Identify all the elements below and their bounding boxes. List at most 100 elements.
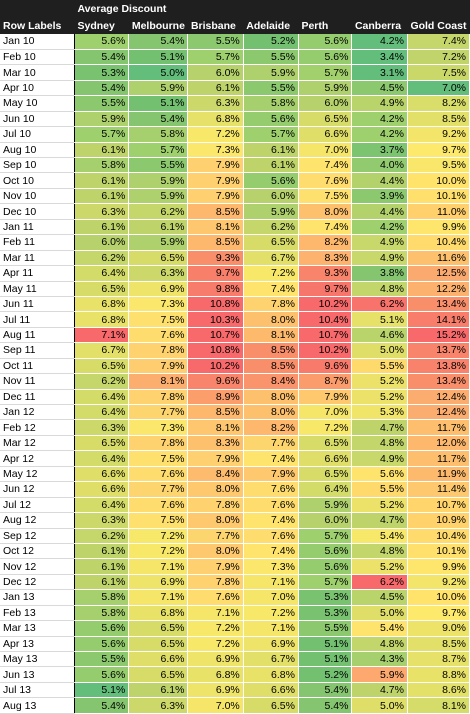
value-cell[interactable]: 6.5% <box>298 435 353 452</box>
value-cell[interactable]: 7.9% <box>187 172 244 189</box>
value-cell[interactable]: 8.5% <box>243 342 299 359</box>
value-cell[interactable]: 9.6% <box>298 358 353 375</box>
row-label[interactable]: Jun 10 <box>0 111 75 128</box>
value-cell[interactable]: 6.4% <box>74 497 130 514</box>
value-cell[interactable]: 5.6% <box>298 49 353 66</box>
value-cell[interactable]: 6.4% <box>74 404 130 421</box>
column-header-gold-coast[interactable]: Gold Coast <box>407 17 470 34</box>
value-cell[interactable]: 5.9% <box>128 80 189 97</box>
value-cell[interactable]: 5.8% <box>128 126 189 143</box>
value-cell[interactable]: 5.7% <box>243 126 299 143</box>
value-cell[interactable]: 7.2% <box>128 528 189 544</box>
row-label[interactable]: Apr 11 <box>0 265 75 282</box>
value-cell[interactable]: 13.4% <box>407 373 470 390</box>
value-cell[interactable]: 6.8% <box>74 311 130 328</box>
value-cell[interactable]: 8.1% <box>187 219 244 236</box>
value-cell[interactable]: 6.2% <box>243 219 299 236</box>
value-cell[interactable]: 7.7% <box>128 404 189 421</box>
value-cell[interactable]: 9.7% <box>407 142 470 159</box>
column-header-melbourne[interactable]: Melbourne <box>128 17 188 34</box>
value-cell[interactable]: 9.5% <box>407 157 470 174</box>
value-cell[interactable]: 5.6% <box>74 636 130 653</box>
value-cell[interactable]: 5.0% <box>351 697 408 714</box>
row-label[interactable]: Oct 10 <box>0 172 75 189</box>
value-cell[interactable]: 12.5% <box>407 265 470 282</box>
value-cell[interactable]: 6.3% <box>128 697 189 714</box>
row-label[interactable]: Jun 11 <box>0 296 75 313</box>
value-cell[interactable]: 8.0% <box>187 481 244 498</box>
row-label[interactable]: Aug 11 <box>0 327 75 344</box>
value-cell[interactable]: 6.3% <box>74 203 130 220</box>
row-label[interactable]: Feb 12 <box>0 419 75 436</box>
row-label[interactable]: Jan 12 <box>0 404 75 421</box>
value-cell[interactable]: 8.0% <box>243 389 299 406</box>
value-cell[interactable]: 4.5% <box>351 80 408 97</box>
value-cell[interactable]: 7.6% <box>128 327 189 344</box>
value-cell[interactable]: 5.4% <box>74 80 130 97</box>
value-cell[interactable]: 4.2% <box>351 219 408 236</box>
value-cell[interactable]: 6.4% <box>74 265 130 282</box>
value-cell[interactable]: 7.9% <box>187 188 244 205</box>
value-cell[interactable]: 6.4% <box>74 389 130 406</box>
value-cell[interactable]: 8.4% <box>243 373 299 390</box>
value-cell[interactable]: 6.2% <box>351 296 408 313</box>
value-cell[interactable]: 5.8% <box>74 157 130 174</box>
value-cell[interactable]: 9.2% <box>407 574 470 591</box>
value-cell[interactable]: 10.1% <box>407 188 470 205</box>
value-cell[interactable]: 7.2% <box>187 620 244 637</box>
row-label[interactable]: Aug 12 <box>0 512 75 529</box>
value-cell[interactable]: 6.5% <box>128 620 189 637</box>
value-cell[interactable]: 10.4% <box>407 528 470 544</box>
value-cell[interactable]: 5.4% <box>74 697 130 714</box>
value-cell[interactable]: 5.3% <box>351 404 408 421</box>
value-cell[interactable]: 4.3% <box>351 651 408 668</box>
value-cell[interactable]: 5.4% <box>298 697 353 714</box>
row-label[interactable]: Apr 10 <box>0 80 75 97</box>
value-cell[interactable]: 6.6% <box>74 481 130 498</box>
value-cell[interactable]: 6.1% <box>74 574 130 591</box>
value-cell[interactable]: 6.7% <box>74 342 130 359</box>
row-label[interactable]: Mar 13 <box>0 620 75 637</box>
value-cell[interactable]: 6.0% <box>74 234 130 251</box>
value-cell[interactable]: 7.3% <box>128 296 189 313</box>
value-cell[interactable]: 4.0% <box>351 157 408 174</box>
value-cell[interactable]: 8.7% <box>407 651 470 668</box>
value-cell[interactable]: 6.1% <box>74 172 130 189</box>
value-cell[interactable]: 6.9% <box>187 651 244 668</box>
value-cell[interactable]: 8.3% <box>187 435 244 452</box>
value-cell[interactable]: 5.3% <box>298 589 353 606</box>
value-cell[interactable]: 4.7% <box>351 512 408 529</box>
value-cell[interactable]: 4.8% <box>351 636 408 653</box>
value-cell[interactable]: 6.5% <box>298 111 353 128</box>
column-header-sydney[interactable]: Sydney <box>74 17 129 34</box>
value-cell[interactable]: 7.4% <box>243 512 299 529</box>
row-label[interactable]: Nov 10 <box>0 188 75 205</box>
value-cell[interactable]: 12.4% <box>407 389 470 406</box>
value-cell[interactable]: 5.6% <box>298 34 353 50</box>
value-cell[interactable]: 6.3% <box>74 512 130 529</box>
row-label[interactable]: Dec 11 <box>0 389 75 406</box>
value-cell[interactable]: 5.9% <box>243 64 299 81</box>
value-cell[interactable]: 4.4% <box>351 172 408 189</box>
value-cell[interactable]: 8.5% <box>243 358 299 375</box>
value-cell[interactable]: 12.4% <box>407 404 470 421</box>
value-cell[interactable]: 9.0% <box>407 620 470 637</box>
value-cell[interactable]: 8.2% <box>407 95 470 112</box>
value-cell[interactable]: 5.1% <box>298 651 353 668</box>
value-cell[interactable]: 6.8% <box>243 666 299 683</box>
value-cell[interactable]: 4.9% <box>351 250 408 267</box>
value-cell[interactable]: 7.4% <box>407 34 470 50</box>
value-cell[interactable]: 5.8% <box>74 605 130 622</box>
value-cell[interactable]: 7.9% <box>187 157 244 174</box>
value-cell[interactable]: 5.2% <box>298 666 353 683</box>
value-cell[interactable]: 5.5% <box>187 34 244 50</box>
value-cell[interactable]: 13.4% <box>407 296 470 313</box>
value-cell[interactable]: 6.9% <box>243 636 299 653</box>
value-cell[interactable]: 5.6% <box>243 111 299 128</box>
value-cell[interactable]: 5.5% <box>243 49 299 66</box>
value-cell[interactable]: 9.8% <box>187 281 244 297</box>
value-cell[interactable]: 7.6% <box>243 497 299 514</box>
value-cell[interactable]: 11.9% <box>407 466 470 483</box>
row-label[interactable]: Feb 10 <box>0 49 75 66</box>
value-cell[interactable]: 5.7% <box>128 142 189 159</box>
